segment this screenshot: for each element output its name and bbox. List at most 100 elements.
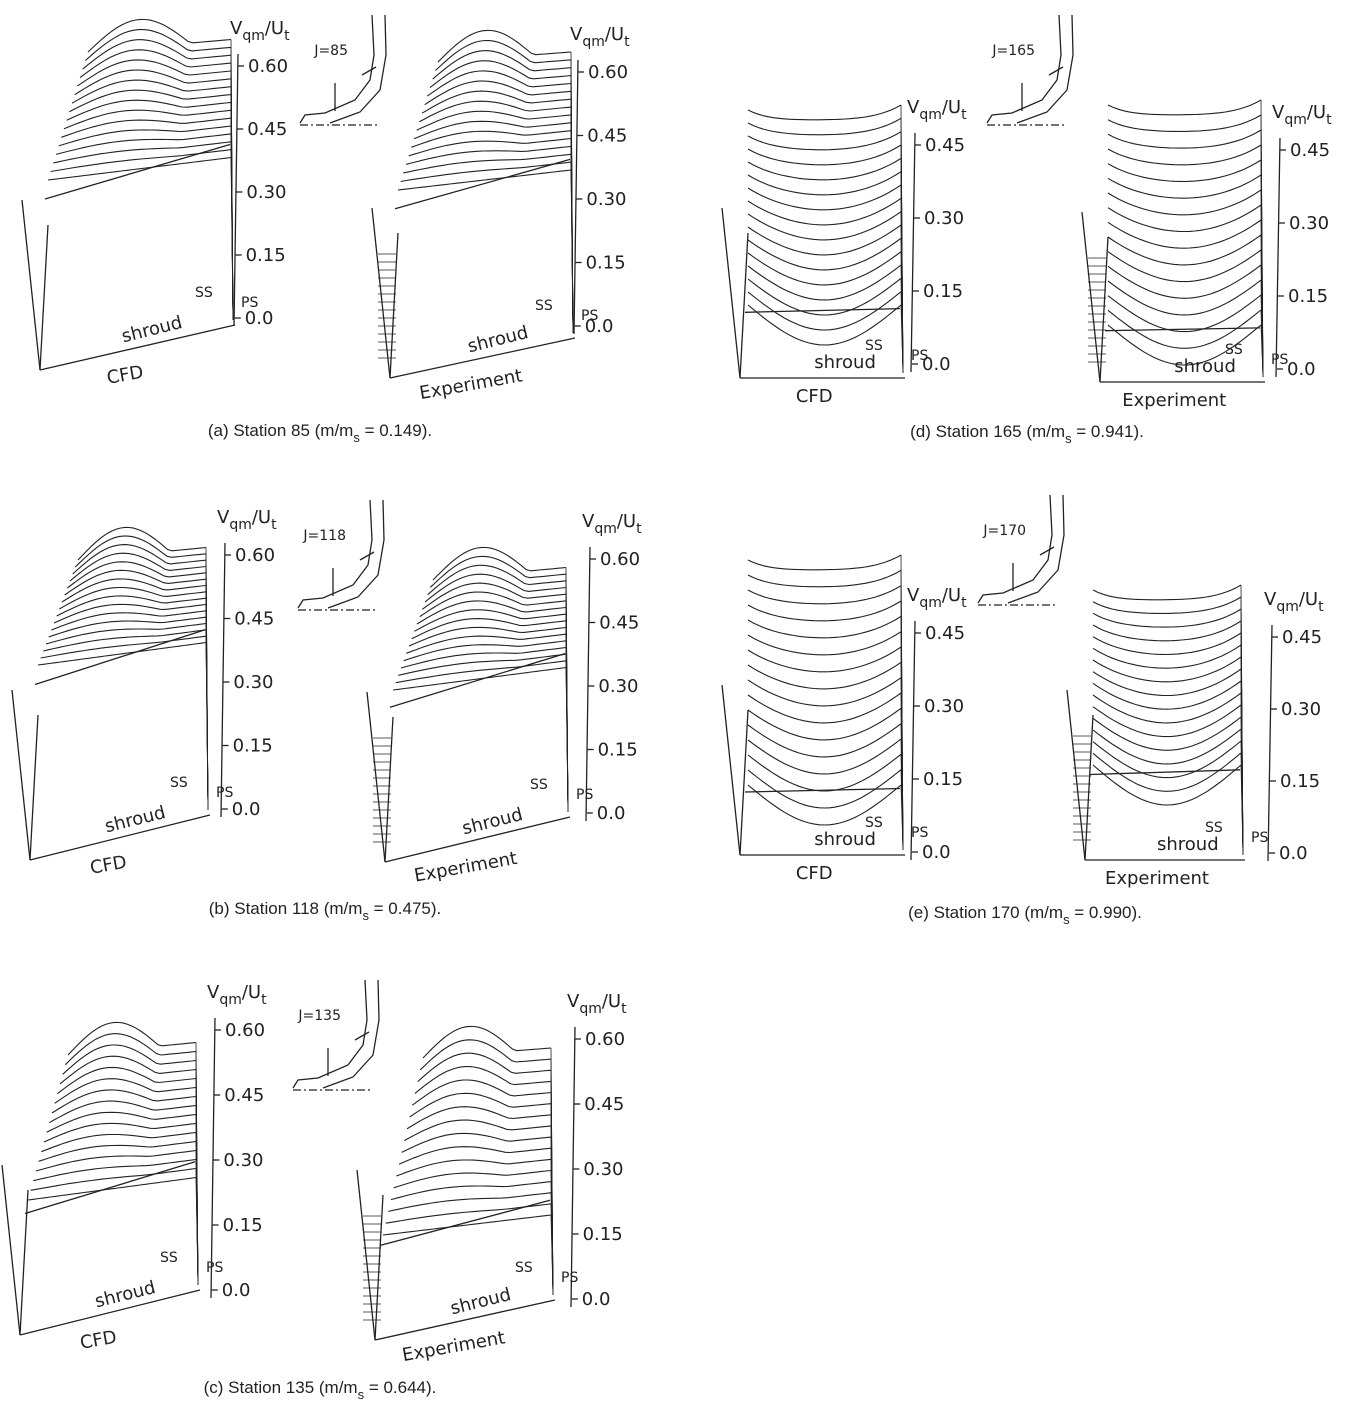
tick-label: 0.15	[246, 245, 286, 266]
tick-label: 0.15	[586, 253, 626, 274]
ss-label: SS	[515, 1260, 533, 1276]
tick-label: 0.45	[599, 613, 639, 634]
caption-text: (d) Station 165 (m/m	[910, 422, 1065, 441]
tick-label: 0.15	[223, 1215, 263, 1236]
profile-line	[416, 110, 572, 131]
value-axis	[1267, 624, 1273, 862]
profile-line	[51, 1089, 197, 1114]
profile-line	[437, 29, 572, 63]
caption-rest: = 0.644).	[364, 1378, 436, 1397]
profile-line	[747, 646, 902, 673]
tick-label: 0.15	[598, 740, 638, 761]
profile-line	[419, 1039, 552, 1071]
ps-label: PS	[241, 295, 258, 311]
profile-line	[1092, 668, 1242, 697]
profile-line	[37, 641, 207, 666]
inset-hub	[322, 979, 380, 1089]
side-wall	[1, 1164, 21, 1336]
axis-label-slash: /U	[252, 507, 271, 528]
cut-line	[389, 652, 566, 708]
side-wall	[721, 684, 741, 856]
inset-shroud	[299, 14, 375, 124]
base-line	[384, 816, 571, 863]
plot-name: Experiment	[1122, 390, 1226, 411]
profile-line	[69, 89, 232, 113]
profile-line	[432, 50, 572, 80]
profile-line	[56, 595, 207, 617]
ps-label: PS	[581, 308, 598, 324]
plot-name: Experiment	[418, 365, 524, 404]
caption-text: (b) Station 118 (m/m	[209, 899, 363, 918]
profile-line	[1092, 680, 1242, 710]
caption: (e) Station 170 (m/ms = 0.990).	[908, 903, 1142, 927]
profile-drop	[1240, 584, 1244, 856]
profile-line	[82, 39, 232, 70]
profile-line	[398, 1146, 552, 1165]
tick-label: 0.0	[232, 799, 261, 820]
profile-line	[393, 1169, 552, 1189]
profile-drop	[1260, 99, 1264, 378]
cut-line	[44, 143, 231, 200]
profile-line	[49, 1100, 197, 1124]
profile-line	[77, 526, 207, 561]
profile-line	[74, 69, 232, 96]
profile-line	[747, 157, 902, 181]
tick-label: 0.30	[924, 696, 964, 717]
tick-label: 0.15	[583, 1224, 623, 1245]
caption: (a) Station 85 (m/ms = 0.149).	[208, 421, 432, 445]
profile-line	[40, 635, 207, 659]
plot-name: Experiment	[1105, 868, 1209, 889]
profile-line	[747, 692, 902, 724]
profile-line	[53, 603, 207, 624]
ps-label: PS	[911, 825, 928, 841]
profile-line	[30, 1167, 197, 1191]
axis-label: Vqm/Ut	[1264, 589, 1324, 615]
profile-line	[1107, 294, 1262, 333]
tick-label: 0.60	[225, 1020, 265, 1041]
plot-name: CFD	[78, 1327, 118, 1354]
ps-label: PS	[216, 785, 233, 801]
profile-line	[397, 169, 572, 191]
profile-drop	[900, 104, 904, 374]
axis-label-sub: t	[621, 1001, 627, 1017]
tick-label: 0.60	[248, 56, 288, 77]
profile-line	[747, 171, 902, 196]
profile-drop	[230, 39, 234, 321]
side-wall	[356, 1169, 376, 1341]
axis-label-sub: qm	[594, 521, 617, 537]
profile-line	[396, 1158, 552, 1177]
tick-label: 0.60	[600, 549, 640, 570]
profile-line	[411, 1079, 552, 1106]
cut-line	[24, 1161, 196, 1215]
axis-label-v: V	[230, 18, 243, 39]
wall-label: shroud	[460, 804, 525, 839]
profile-line	[747, 104, 902, 121]
caption-rest: = 0.941).	[1072, 422, 1144, 441]
profile-line	[1092, 692, 1242, 724]
profile-line	[1107, 144, 1262, 166]
axis-label-slash: /U	[265, 18, 284, 39]
profile-line	[747, 237, 902, 271]
cut-line	[379, 1199, 551, 1247]
profile-line	[1092, 632, 1242, 656]
inset-hub	[1007, 494, 1065, 604]
profile-line	[747, 197, 902, 226]
wall-label: shroud	[1174, 356, 1236, 377]
profile-line	[74, 535, 207, 568]
cut-line	[1104, 327, 1261, 332]
tick-label: 0.30	[1281, 699, 1321, 720]
inset-hub	[1016, 14, 1074, 124]
profile-line	[411, 130, 572, 148]
axis-label: Vqm/Ut	[567, 991, 627, 1017]
inset-station	[359, 551, 375, 561]
profile-line	[1107, 159, 1262, 183]
profile-line	[1107, 249, 1262, 283]
caption-text: (c) Station 135 (m/m	[204, 1378, 358, 1397]
tick-label: 0.15	[233, 736, 273, 757]
profile-line	[400, 161, 572, 183]
profile-line	[427, 564, 567, 596]
profile-line	[1107, 114, 1262, 132]
inset-shroud	[292, 979, 368, 1089]
tick-label: 0.15	[923, 281, 963, 302]
profile-drop	[195, 1042, 199, 1286]
